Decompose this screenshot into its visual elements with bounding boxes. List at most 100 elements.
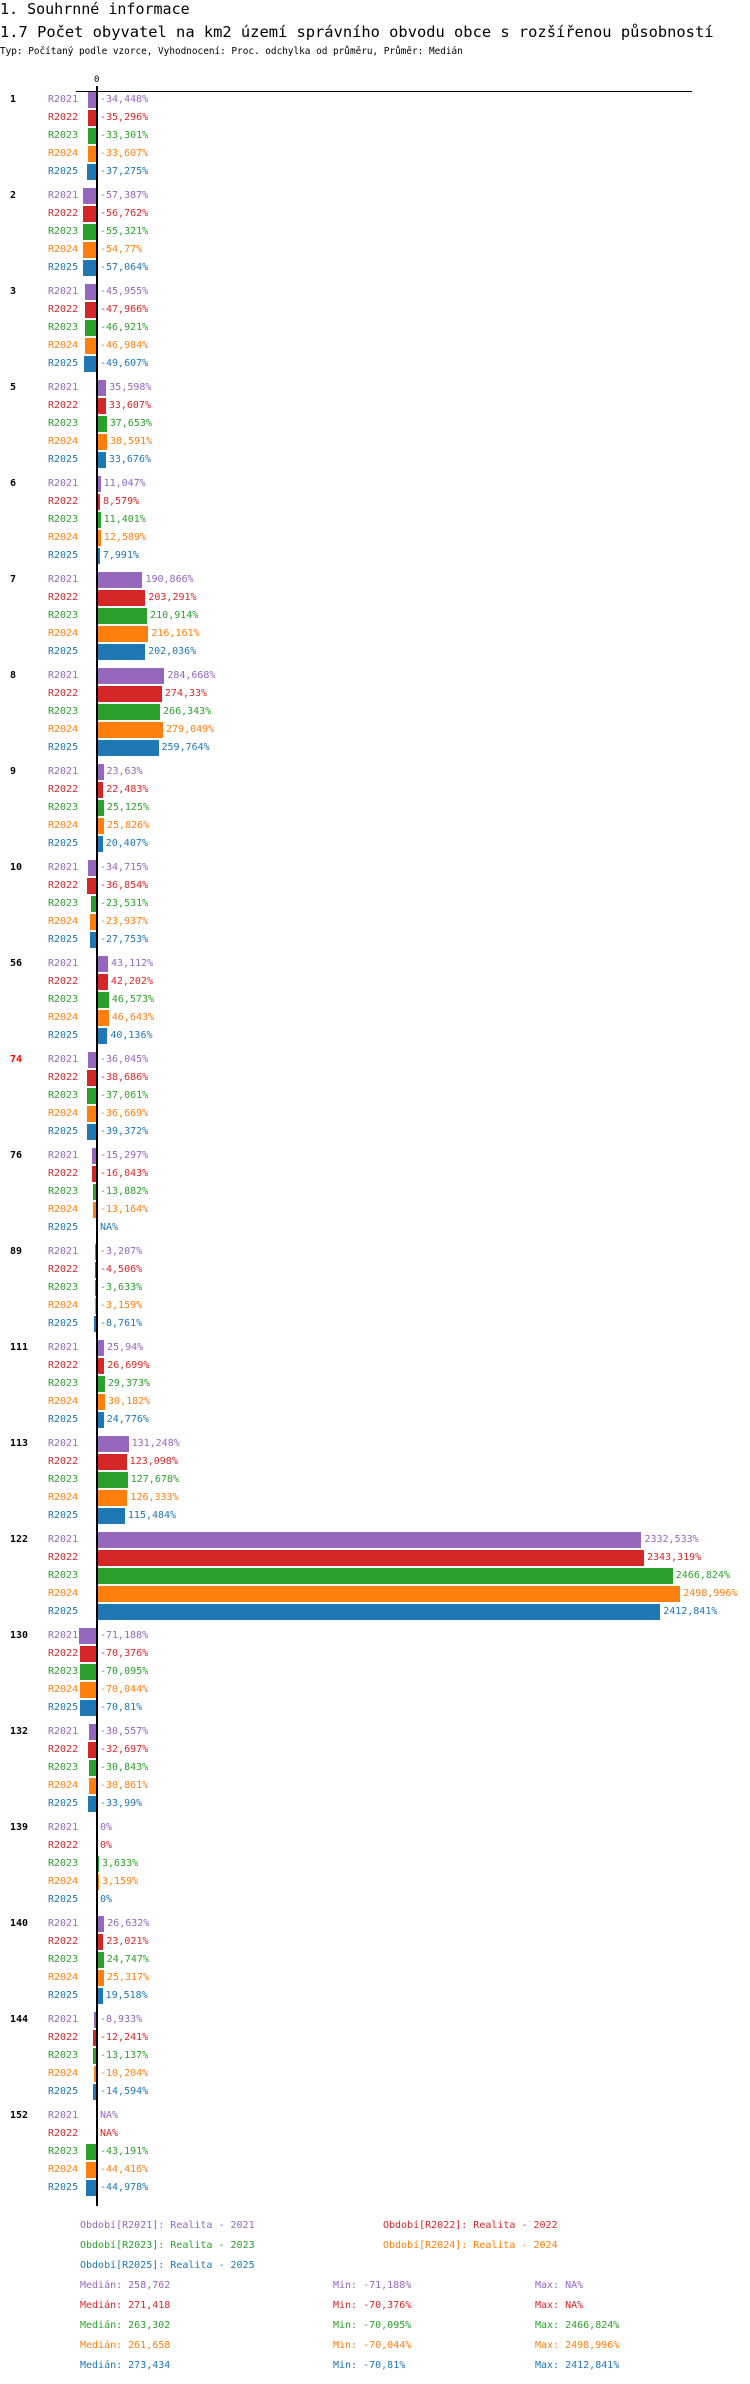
series-label: R2022 [48,2032,79,2043]
bar-r2025 [82,260,96,276]
series-label: R2022 [48,1552,79,1563]
series-label: R2025 [48,1510,79,1521]
series-label: R2024 [48,532,79,543]
bar-r2024 [85,2162,96,2178]
series-label: R2021 [48,94,79,105]
group-label: 152 [10,2110,29,2121]
series-label: R2024 [48,436,79,447]
value-label: -34,715% [100,862,149,873]
bar-r2024 [98,1490,128,1506]
bar-r2022 [86,1070,96,1086]
value-label: 24,747% [106,1954,149,1965]
value-label: -30,557% [100,1726,149,1737]
bar-r2022 [82,206,96,222]
value-label: -46,984% [100,340,149,351]
bar-r2025 [87,164,96,180]
bar-r2022 [88,1742,96,1758]
value-label: 2498,996% [683,1588,738,1599]
bar-r2024 [88,1778,96,1794]
value-label: -70,81% [100,1702,143,1713]
bar-r2023 [90,896,96,912]
bar-chart: 0 1 R2021 -34,448% R2022 -35,296% R2023 -33,30… [10,75,738,2206]
series-label: R2023 [48,322,79,333]
series-label: R2022 [48,112,79,123]
stat-min: Min: -70,044% [333,2340,412,2351]
bar-r2023 [98,1952,104,1968]
series-label: R2025 [48,454,79,465]
series-label: R2023 [48,706,79,717]
series-label: R2024 [48,1492,79,1503]
value-label: 131,248% [131,1438,180,1449]
series-label: R2025 [48,550,79,561]
stat-median: Medián: 273,434 [80,2360,171,2371]
value-label: 2466,824% [675,1570,730,1581]
section-heading: 1. Souhrnné informace [0,0,190,18]
series-label: R2024 [48,820,79,831]
series-label: R2021 [48,1918,79,1929]
bar-r2023 [98,608,148,624]
value-label: 22,483% [106,784,149,795]
bar-r2024 [95,1298,96,1314]
bar-r2025 [92,2084,96,2100]
value-label: 190,866% [145,574,194,585]
series-label: R2025 [48,1702,79,1713]
bar-r2025 [86,1124,96,1140]
series-label: R2023 [48,226,79,237]
series-label: R2024 [48,916,79,927]
bar-r2024 [92,1202,96,1218]
value-label: 11,047% [103,478,146,489]
bar-r2024 [83,242,96,258]
stat-median: Medián: 261,658 [80,2340,171,2351]
series-label: R2021 [48,1630,79,1641]
value-label: 279,049% [166,724,215,735]
series-label: R2024 [48,1684,79,1695]
series-label: R2025 [48,742,79,753]
value-label: 7,991% [102,550,139,561]
series-label: R2025 [48,1894,79,1905]
series-label: R2022 [48,688,79,699]
value-label: 3,159% [102,1876,139,1887]
group-label: 122 [10,1534,29,1545]
stat-max: Max: 2412,841% [535,2360,620,2371]
series-label: R2024 [48,1108,79,1119]
value-label: -55,321% [100,226,149,237]
series-label: R2025 [48,646,79,657]
value-label: -3,633% [100,1282,143,1293]
series-label: R2025 [48,838,79,849]
group-label: 76 [10,1150,23,1161]
value-label: -16,043% [100,1168,149,1179]
series-label: R2021 [48,478,79,489]
series-label: R2022 [48,1744,79,1755]
series-label: R2023 [48,802,79,813]
bar-r2023 [85,2144,96,2160]
value-label: -70,095% [100,1666,149,1677]
series-label: R2023 [48,1474,79,1485]
series-label: R2025 [48,1990,79,2001]
value-label: -39,372% [100,1126,149,1137]
series-label: R2021 [48,2110,79,2121]
series-label: R2021 [48,574,79,585]
group-label: 132 [10,1726,29,1737]
bar-r2023 [98,1568,673,1584]
bar-r2022 [98,1550,644,1566]
value-label: -70,376% [100,1648,149,1659]
bar-r2023 [87,1088,96,1104]
bar-r2021 [98,1436,129,1452]
bar-r2024 [85,338,96,354]
value-label: -57,064% [100,262,149,273]
value-label: 126,333% [130,1492,179,1503]
bar-r2022 [94,1262,96,1278]
value-label: -13,164% [100,1204,149,1215]
chart-title: 1.7 Počet obyvatel na km2 území správníh… [0,23,714,41]
value-label: -46,921% [100,322,149,333]
bar-r2022 [98,494,100,510]
value-label: 26,632% [107,1918,150,1929]
bar-r2023 [88,1760,96,1776]
value-label: -23,531% [100,898,149,909]
series-label: R2022 [48,208,79,219]
stat-median: Medián: 258,762 [80,2280,171,2291]
bar-r2022 [87,110,96,126]
series-label: R2023 [48,1666,79,1677]
series-label: R2025 [48,934,79,945]
value-label: 24,776% [106,1414,149,1425]
